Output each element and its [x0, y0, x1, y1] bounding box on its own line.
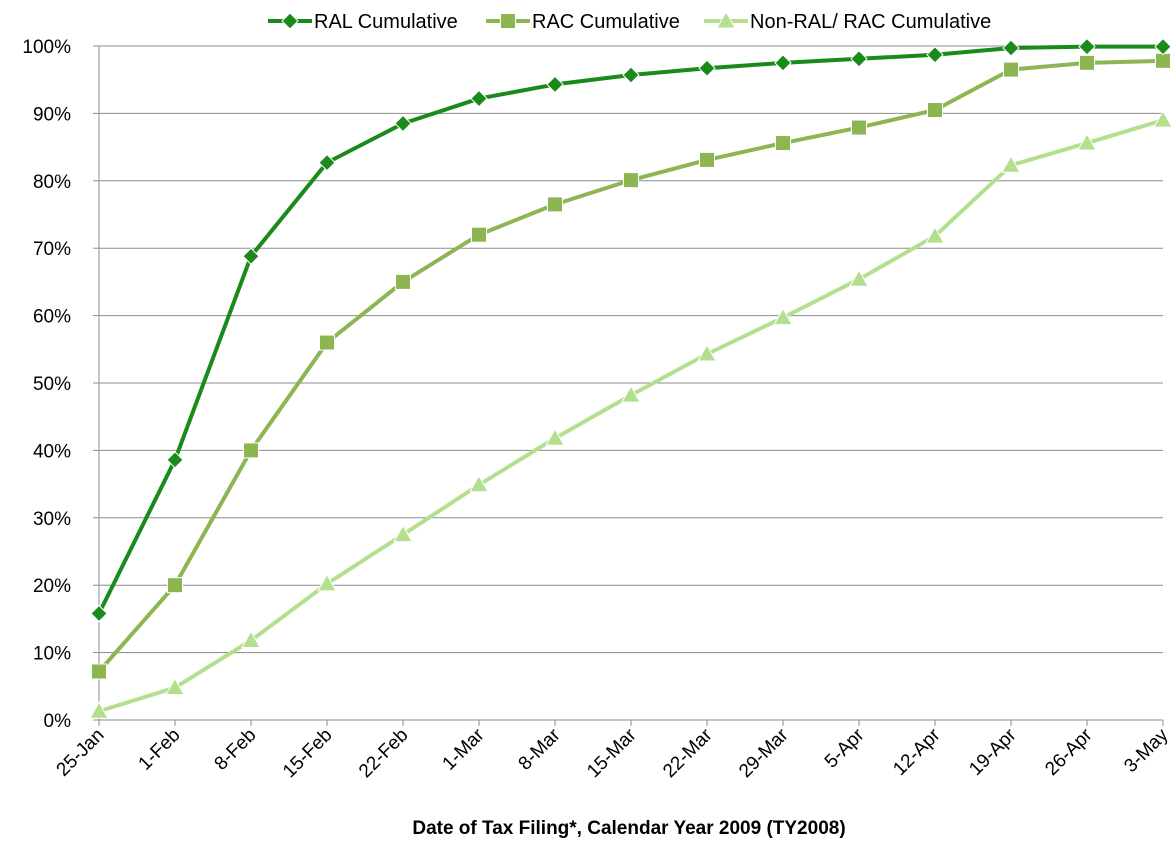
- data-point: [545, 428, 565, 446]
- series-line: [98, 118, 1164, 714]
- data-point: [91, 663, 107, 680]
- data-point: [165, 677, 185, 696]
- data-point: [393, 524, 413, 543]
- data-point: [546, 75, 564, 94]
- data-point: [1079, 54, 1095, 71]
- x-tick-label: 3-May: [1120, 724, 1173, 777]
- y-tick-label: 10%: [33, 644, 71, 665]
- series-line: [97, 58, 1164, 673]
- legend-marker: [281, 12, 299, 30]
- data-point: [470, 89, 488, 108]
- legend-label: Non-RAL/ RAC Cumulative: [750, 11, 991, 33]
- data-point: [774, 54, 792, 72]
- legend-item: Non-RAL/ RAC Cumulative: [704, 10, 991, 33]
- data-point: [469, 474, 489, 493]
- legend-label: RAL Cumulative: [314, 11, 458, 33]
- data-point: [319, 334, 335, 351]
- x-tick-label: 22-Mar: [659, 724, 717, 782]
- series-group: [89, 37, 1173, 719]
- data-point: [317, 573, 337, 592]
- y-axis-ticks: 0% 10% 20% 30% 40% 50% 60% 70% 80% 90% 100%: [22, 37, 99, 732]
- data-point: [773, 307, 793, 326]
- data-point: [318, 153, 336, 172]
- data-point: [925, 226, 945, 244]
- data-point: [1077, 133, 1097, 151]
- data-point: [242, 247, 260, 265]
- data-point: [849, 269, 869, 287]
- legend-marker: [716, 10, 736, 29]
- data-point: [1153, 110, 1173, 128]
- series-line: [97, 44, 1163, 615]
- data-point: [167, 577, 183, 594]
- data-point: [621, 385, 641, 403]
- data-point: [697, 343, 717, 362]
- data-point: [1154, 37, 1172, 56]
- y-tick-label: 50%: [33, 374, 71, 395]
- y-tick-label: 40%: [33, 441, 71, 462]
- y-tick-label: 70%: [33, 239, 71, 260]
- series-diamond: [90, 37, 1172, 623]
- x-tick-label: 1-Feb: [135, 725, 185, 775]
- data-point: [851, 119, 867, 136]
- series-triangle: [89, 110, 1173, 719]
- x-tick-label: 8-Feb: [211, 725, 261, 775]
- data-point: [927, 102, 943, 119]
- series-square: [91, 52, 1171, 680]
- legend-item: RAL Cumulative: [268, 11, 458, 33]
- x-tick-label: 29-Mar: [735, 724, 793, 782]
- x-tick-label: 26-Apr: [1041, 724, 1097, 780]
- data-point: [850, 50, 868, 68]
- x-tick-label: 12-Apr: [889, 724, 945, 780]
- y-tick-label: 20%: [33, 576, 71, 597]
- data-point: [1155, 52, 1171, 69]
- data-point: [926, 46, 944, 64]
- legend: RAL Cumulative RAC Cumulative Non-RAL/ RAC…: [268, 10, 991, 33]
- y-tick-label: 30%: [33, 509, 71, 530]
- data-point: [89, 701, 109, 719]
- data-point: [395, 273, 411, 290]
- x-tick-label: 15-Feb: [279, 725, 336, 782]
- data-point: [90, 604, 108, 623]
- x-tick-label: 25-Jan: [53, 725, 109, 781]
- x-tick-label: 15-Mar: [583, 724, 641, 782]
- x-tick-label: 1-Mar: [439, 724, 489, 774]
- data-point: [241, 630, 261, 648]
- legend-label: RAC Cumulative: [532, 11, 680, 33]
- data-point: [622, 66, 640, 84]
- y-tick-label: 100%: [22, 37, 71, 58]
- legend-marker: [500, 13, 516, 29]
- data-point: [698, 59, 716, 77]
- x-axis-ticks: 25-Jan 1-Feb 8-Feb 15-Feb 22-Feb 1-Mar 8-Mar 15…: [53, 720, 1173, 782]
- y-tick-label: 80%: [33, 172, 71, 193]
- gridlines: [99, 45, 1163, 654]
- x-tick-label: 19-Apr: [965, 724, 1021, 780]
- x-tick-label: 8-Mar: [515, 724, 565, 774]
- x-tick-label: 22-Feb: [355, 725, 412, 782]
- data-point: [623, 172, 639, 189]
- data-point: [775, 135, 791, 152]
- data-point: [547, 196, 563, 213]
- data-point: [243, 442, 259, 459]
- data-point: [1003, 61, 1019, 78]
- y-tick-label: 90%: [33, 104, 71, 125]
- data-point: [394, 114, 412, 133]
- data-point: [699, 151, 715, 168]
- x-axis-title: Date of Tax Filing*, Calendar Year 2009 …: [412, 818, 845, 839]
- data-point: [1002, 39, 1020, 57]
- data-point: [471, 226, 487, 243]
- data-point: [1078, 37, 1096, 56]
- y-tick-label: 0%: [44, 711, 72, 732]
- data-point: [166, 451, 184, 469]
- data-point: [1001, 155, 1021, 173]
- x-tick-label: 5-Apr: [821, 724, 869, 772]
- y-tick-label: 60%: [33, 307, 71, 328]
- legend-item: RAC Cumulative: [486, 11, 680, 33]
